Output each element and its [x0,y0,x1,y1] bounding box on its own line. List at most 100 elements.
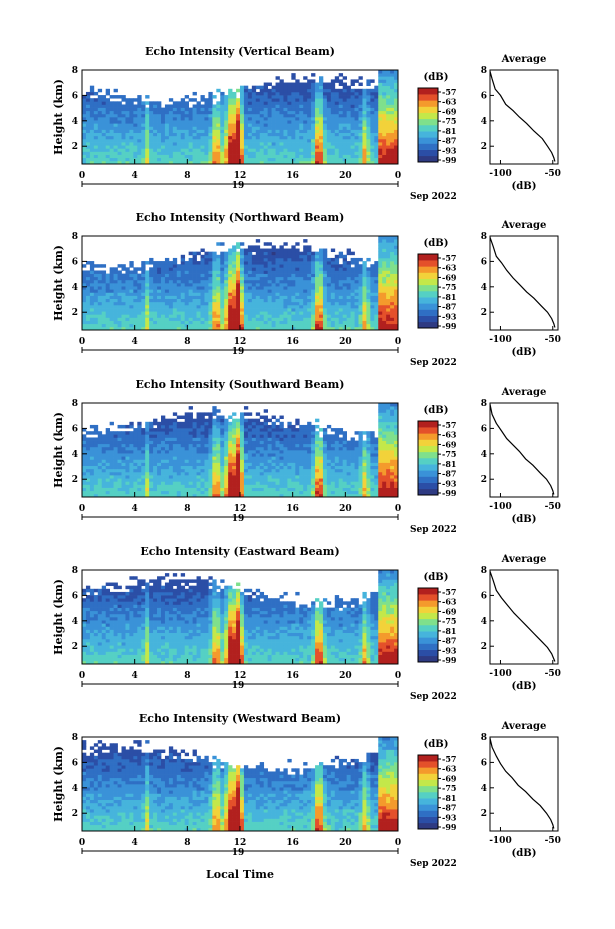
heatmap-cell [326,295,332,300]
heatmap-cell [168,304,174,309]
heatmap-cell [129,289,134,293]
heatmap-cell [164,107,170,112]
heatmap-cell [184,261,189,265]
heatmap-cell [295,326,300,331]
heatmap-cell [105,145,110,149]
heatmap-cell [279,113,284,118]
x-tick-label: 16 [286,171,299,181]
heatmap-cell [137,323,142,328]
profile-y-tick-label: 8 [481,232,487,242]
heatmap-cell [105,292,110,296]
heatmap-cell [176,110,182,115]
heatmap-cell [133,326,138,331]
panel-title: Echo Intensity (Northward Beam) [136,211,345,224]
heatmap-cell [338,104,344,108]
heatmap-cell [374,286,379,290]
heatmap-cell [212,123,217,127]
heatmap-cell [370,117,375,121]
heatmap-cell [180,493,186,498]
heatmap-cell [346,298,351,303]
heatmap-cell [129,301,134,306]
heatmap-cell [354,270,359,274]
heatmap-cell [394,110,399,115]
heatmap-cell [390,236,395,240]
heatmap-cell [228,434,233,438]
heatmap-cell [109,462,114,467]
heatmap-cell [224,142,229,146]
heatmap-cell [255,138,261,143]
heatmap-cell [149,475,154,479]
heatmap-cell [216,120,221,124]
heatmap-cell [82,443,87,448]
heatmap-cell [149,490,154,495]
heatmap-cell [220,440,225,445]
heatmap-cell [85,98,91,102]
heatmap-cell [251,276,257,281]
heatmap-cell [243,148,249,152]
heatmap-cell [161,320,166,325]
heatmap-cell [109,267,114,271]
heatmap-cell [184,421,189,426]
heatmap-cell [240,421,245,426]
heatmap-cell [263,82,268,87]
heatmap-cell [378,138,383,143]
heatmap-cell [346,264,351,268]
heatmap-cell [82,459,87,463]
heatmap-cell [93,446,99,451]
heatmap-cell [243,490,249,495]
heatmap-cell [255,301,261,306]
heatmap-cell [291,264,296,268]
heatmap-cell [220,91,225,96]
heatmap-cell [137,487,142,492]
heatmap-cell [390,70,395,74]
heatmap-cell [247,276,253,281]
heatmap-cell [212,468,217,473]
heatmap-cell [137,148,142,152]
heatmap-cell [394,314,399,318]
heatmap-cell [394,88,399,93]
heatmap-cell [354,88,359,93]
heatmap-cell [378,304,383,309]
heatmap-cell [117,440,122,445]
heatmap-cell [220,120,225,124]
heatmap-cell [208,95,213,99]
heatmap-cell [311,95,316,99]
heatmap-cell [224,459,229,463]
heatmap-cell [259,120,265,124]
heatmap-cell [228,320,233,325]
heatmap-cell [192,104,197,108]
heatmap-cell [168,261,174,265]
heatmap-cell [342,76,347,80]
heatmap-cell [145,286,150,290]
heatmap-cell [259,148,265,152]
heatmap-cell [315,138,320,143]
heatmap-cell [224,135,229,140]
heatmap-cell [279,295,284,300]
heatmap-cell [208,465,213,470]
heatmap-cell [236,132,241,137]
heatmap-cell [153,292,158,296]
heatmap-cell [350,138,355,143]
heatmap-cell [243,446,249,451]
heatmap-cell [315,113,320,118]
heatmap-cell [338,132,344,137]
heatmap-cell [358,138,363,143]
heatmap-cell [319,145,324,149]
heatmap-cell [188,295,193,300]
heatmap-cell [315,82,320,87]
heatmap-cell [303,276,308,281]
heatmap-cell [279,95,284,99]
heatmap-cell [109,308,114,312]
heatmap-cell [97,289,103,293]
heatmap-cell [283,151,288,155]
heatmap-cell [350,148,355,152]
heatmap-cell [263,283,268,287]
heatmap-cell [240,126,245,130]
heatmap-cell [295,95,300,99]
heatmap-cell [378,142,383,146]
heatmap-cell [358,308,363,312]
heatmap-cell [370,154,375,159]
heatmap-cell [326,138,332,143]
heatmap-cell [319,248,324,253]
heatmap-cell [149,279,154,284]
